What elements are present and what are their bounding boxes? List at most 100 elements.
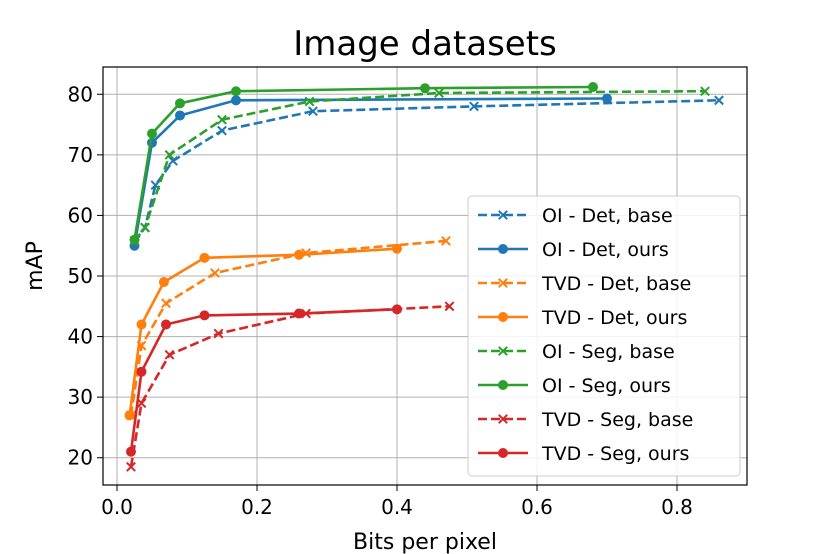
data-point bbox=[126, 461, 136, 472]
tick-layer: 0.0 0.2 0.4 0.6 0.8 20 30 40 50 60 70 80 bbox=[68, 82, 693, 519]
series-line bbox=[133, 85, 594, 240]
x-marker-stroke bbox=[164, 149, 175, 160]
y-tick-label: 80 bbox=[68, 82, 93, 106]
x-tick-label: 0.2 bbox=[241, 495, 273, 519]
legend-label: OI - Seg, base bbox=[542, 341, 675, 363]
data-point bbox=[700, 86, 710, 97]
data-point bbox=[175, 110, 185, 121]
x-tick-label: 0.8 bbox=[661, 495, 693, 519]
series-group bbox=[129, 86, 710, 246]
data-point bbox=[199, 310, 210, 321]
y-tick-label: 30 bbox=[68, 385, 93, 409]
series-group bbox=[129, 81, 598, 245]
x-marker-stroke bbox=[498, 278, 508, 288]
series-line bbox=[129, 239, 447, 416]
x-tick-label: 0.0 bbox=[101, 495, 133, 519]
data-point bbox=[147, 128, 157, 139]
legend-label: OI - Seg, ours bbox=[542, 375, 671, 397]
y-tick-label: 40 bbox=[68, 325, 93, 349]
data-point bbox=[213, 328, 224, 339]
x-marker-stroke bbox=[126, 461, 136, 472]
legend-marker bbox=[498, 312, 508, 322]
x-marker-stroke bbox=[217, 114, 227, 125]
legend-items: OI - Det, base OI - Det, ours TVD - Det, b… bbox=[478, 205, 693, 465]
x-marker-stroke bbox=[164, 349, 175, 360]
chart-title: Image datasets bbox=[293, 24, 557, 64]
data-point bbox=[161, 319, 171, 330]
x-marker-stroke bbox=[210, 268, 220, 278]
x-marker-stroke bbox=[140, 222, 150, 233]
data-point bbox=[469, 101, 479, 112]
data-point bbox=[161, 298, 171, 309]
legend-marker bbox=[498, 414, 508, 424]
x-marker-stroke bbox=[304, 96, 315, 107]
y-tick-label: 60 bbox=[68, 203, 93, 227]
y-tick-label: 70 bbox=[68, 143, 93, 167]
data-point bbox=[126, 446, 136, 457]
series-group bbox=[126, 235, 451, 421]
series-line bbox=[129, 308, 398, 452]
x-marker-stroke bbox=[136, 398, 147, 409]
data-point bbox=[308, 106, 318, 117]
data-point bbox=[231, 86, 241, 97]
data-point bbox=[420, 83, 430, 94]
x-marker-stroke bbox=[217, 125, 227, 136]
x-marker-stroke bbox=[469, 101, 479, 112]
legend-label: TVD - Seg, ours bbox=[541, 443, 689, 465]
series-layer bbox=[124, 81, 724, 472]
y-axis-title: mAP bbox=[23, 241, 48, 291]
series-group bbox=[126, 304, 402, 457]
x-marker-stroke bbox=[161, 298, 171, 309]
data-point bbox=[136, 366, 147, 377]
legend: OI - Det, base OI - Det, ours TVD - Det, b… bbox=[467, 195, 741, 477]
data-point bbox=[434, 88, 444, 98]
data-point bbox=[164, 149, 175, 160]
legend-marker bbox=[498, 278, 508, 288]
x-marker-stroke bbox=[700, 86, 710, 97]
data-point bbox=[231, 95, 241, 106]
series-line bbox=[129, 305, 450, 468]
x-marker-stroke bbox=[498, 346, 508, 356]
data-point bbox=[175, 98, 185, 109]
x-marker-stroke bbox=[308, 106, 318, 117]
data-point bbox=[210, 268, 220, 278]
data-point bbox=[164, 349, 175, 360]
legend-label: OI - Det, base bbox=[542, 205, 673, 227]
data-point bbox=[199, 252, 210, 263]
legend-label: OI - Det, ours bbox=[542, 239, 669, 261]
legend-marker bbox=[498, 210, 508, 220]
data-point bbox=[392, 243, 402, 254]
x-marker-stroke bbox=[213, 328, 224, 339]
series-line bbox=[133, 99, 720, 244]
legend-label: TVD - Det, base bbox=[541, 273, 691, 295]
data-point bbox=[304, 96, 315, 107]
legend-box bbox=[467, 195, 741, 477]
data-point bbox=[140, 222, 150, 233]
data-point bbox=[168, 155, 178, 166]
x-marker-stroke bbox=[498, 414, 508, 424]
data-point bbox=[714, 95, 724, 106]
x-marker-stroke bbox=[434, 88, 444, 98]
x-marker-stroke bbox=[441, 235, 451, 246]
x-tick-label: 0.6 bbox=[521, 495, 553, 519]
data-point bbox=[217, 114, 227, 125]
x-marker-stroke bbox=[444, 301, 455, 312]
data-point bbox=[217, 125, 227, 136]
data-point bbox=[124, 410, 135, 421]
series-line bbox=[128, 247, 398, 416]
data-point bbox=[444, 301, 455, 312]
data-point bbox=[602, 93, 612, 104]
series-group bbox=[124, 243, 402, 421]
x-axis-title: Bits per pixel bbox=[353, 530, 497, 554]
y-tick-label: 20 bbox=[68, 446, 93, 470]
legend-marker bbox=[498, 380, 508, 390]
legend-marker bbox=[498, 346, 508, 356]
x-tick-label: 0.4 bbox=[381, 495, 413, 519]
data-point bbox=[294, 249, 304, 260]
data-point bbox=[588, 81, 598, 92]
x-marker-stroke bbox=[498, 210, 508, 220]
legend-marker bbox=[498, 244, 508, 254]
x-marker-stroke bbox=[150, 180, 161, 191]
data-point bbox=[441, 235, 451, 246]
